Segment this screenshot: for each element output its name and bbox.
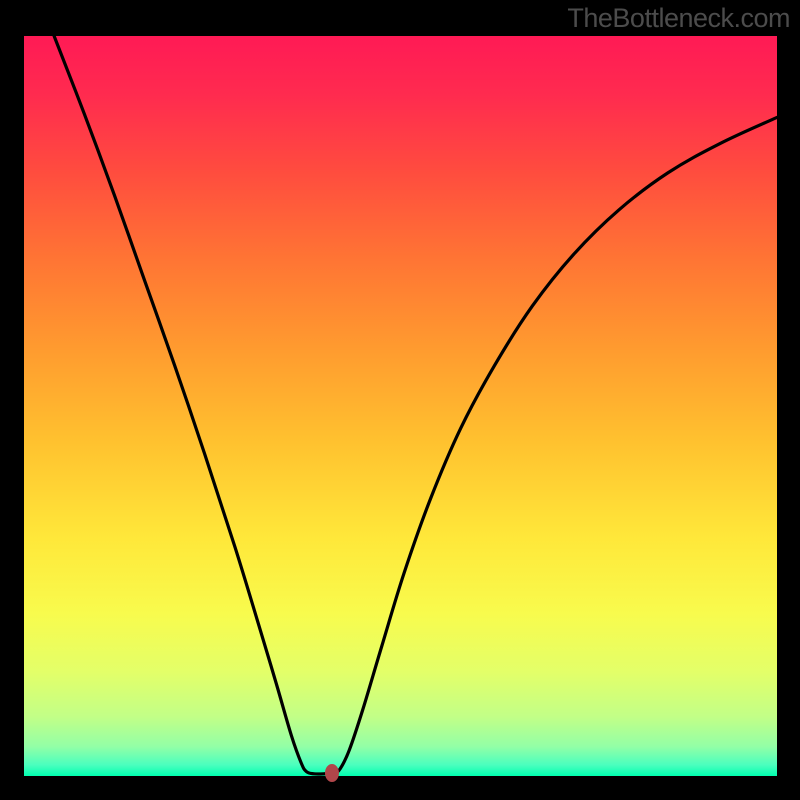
bottleneck-chart: TheBottleneck.com — [0, 0, 800, 800]
watermark-text: TheBottleneck.com — [567, 3, 790, 34]
chart-canvas — [0, 0, 800, 800]
